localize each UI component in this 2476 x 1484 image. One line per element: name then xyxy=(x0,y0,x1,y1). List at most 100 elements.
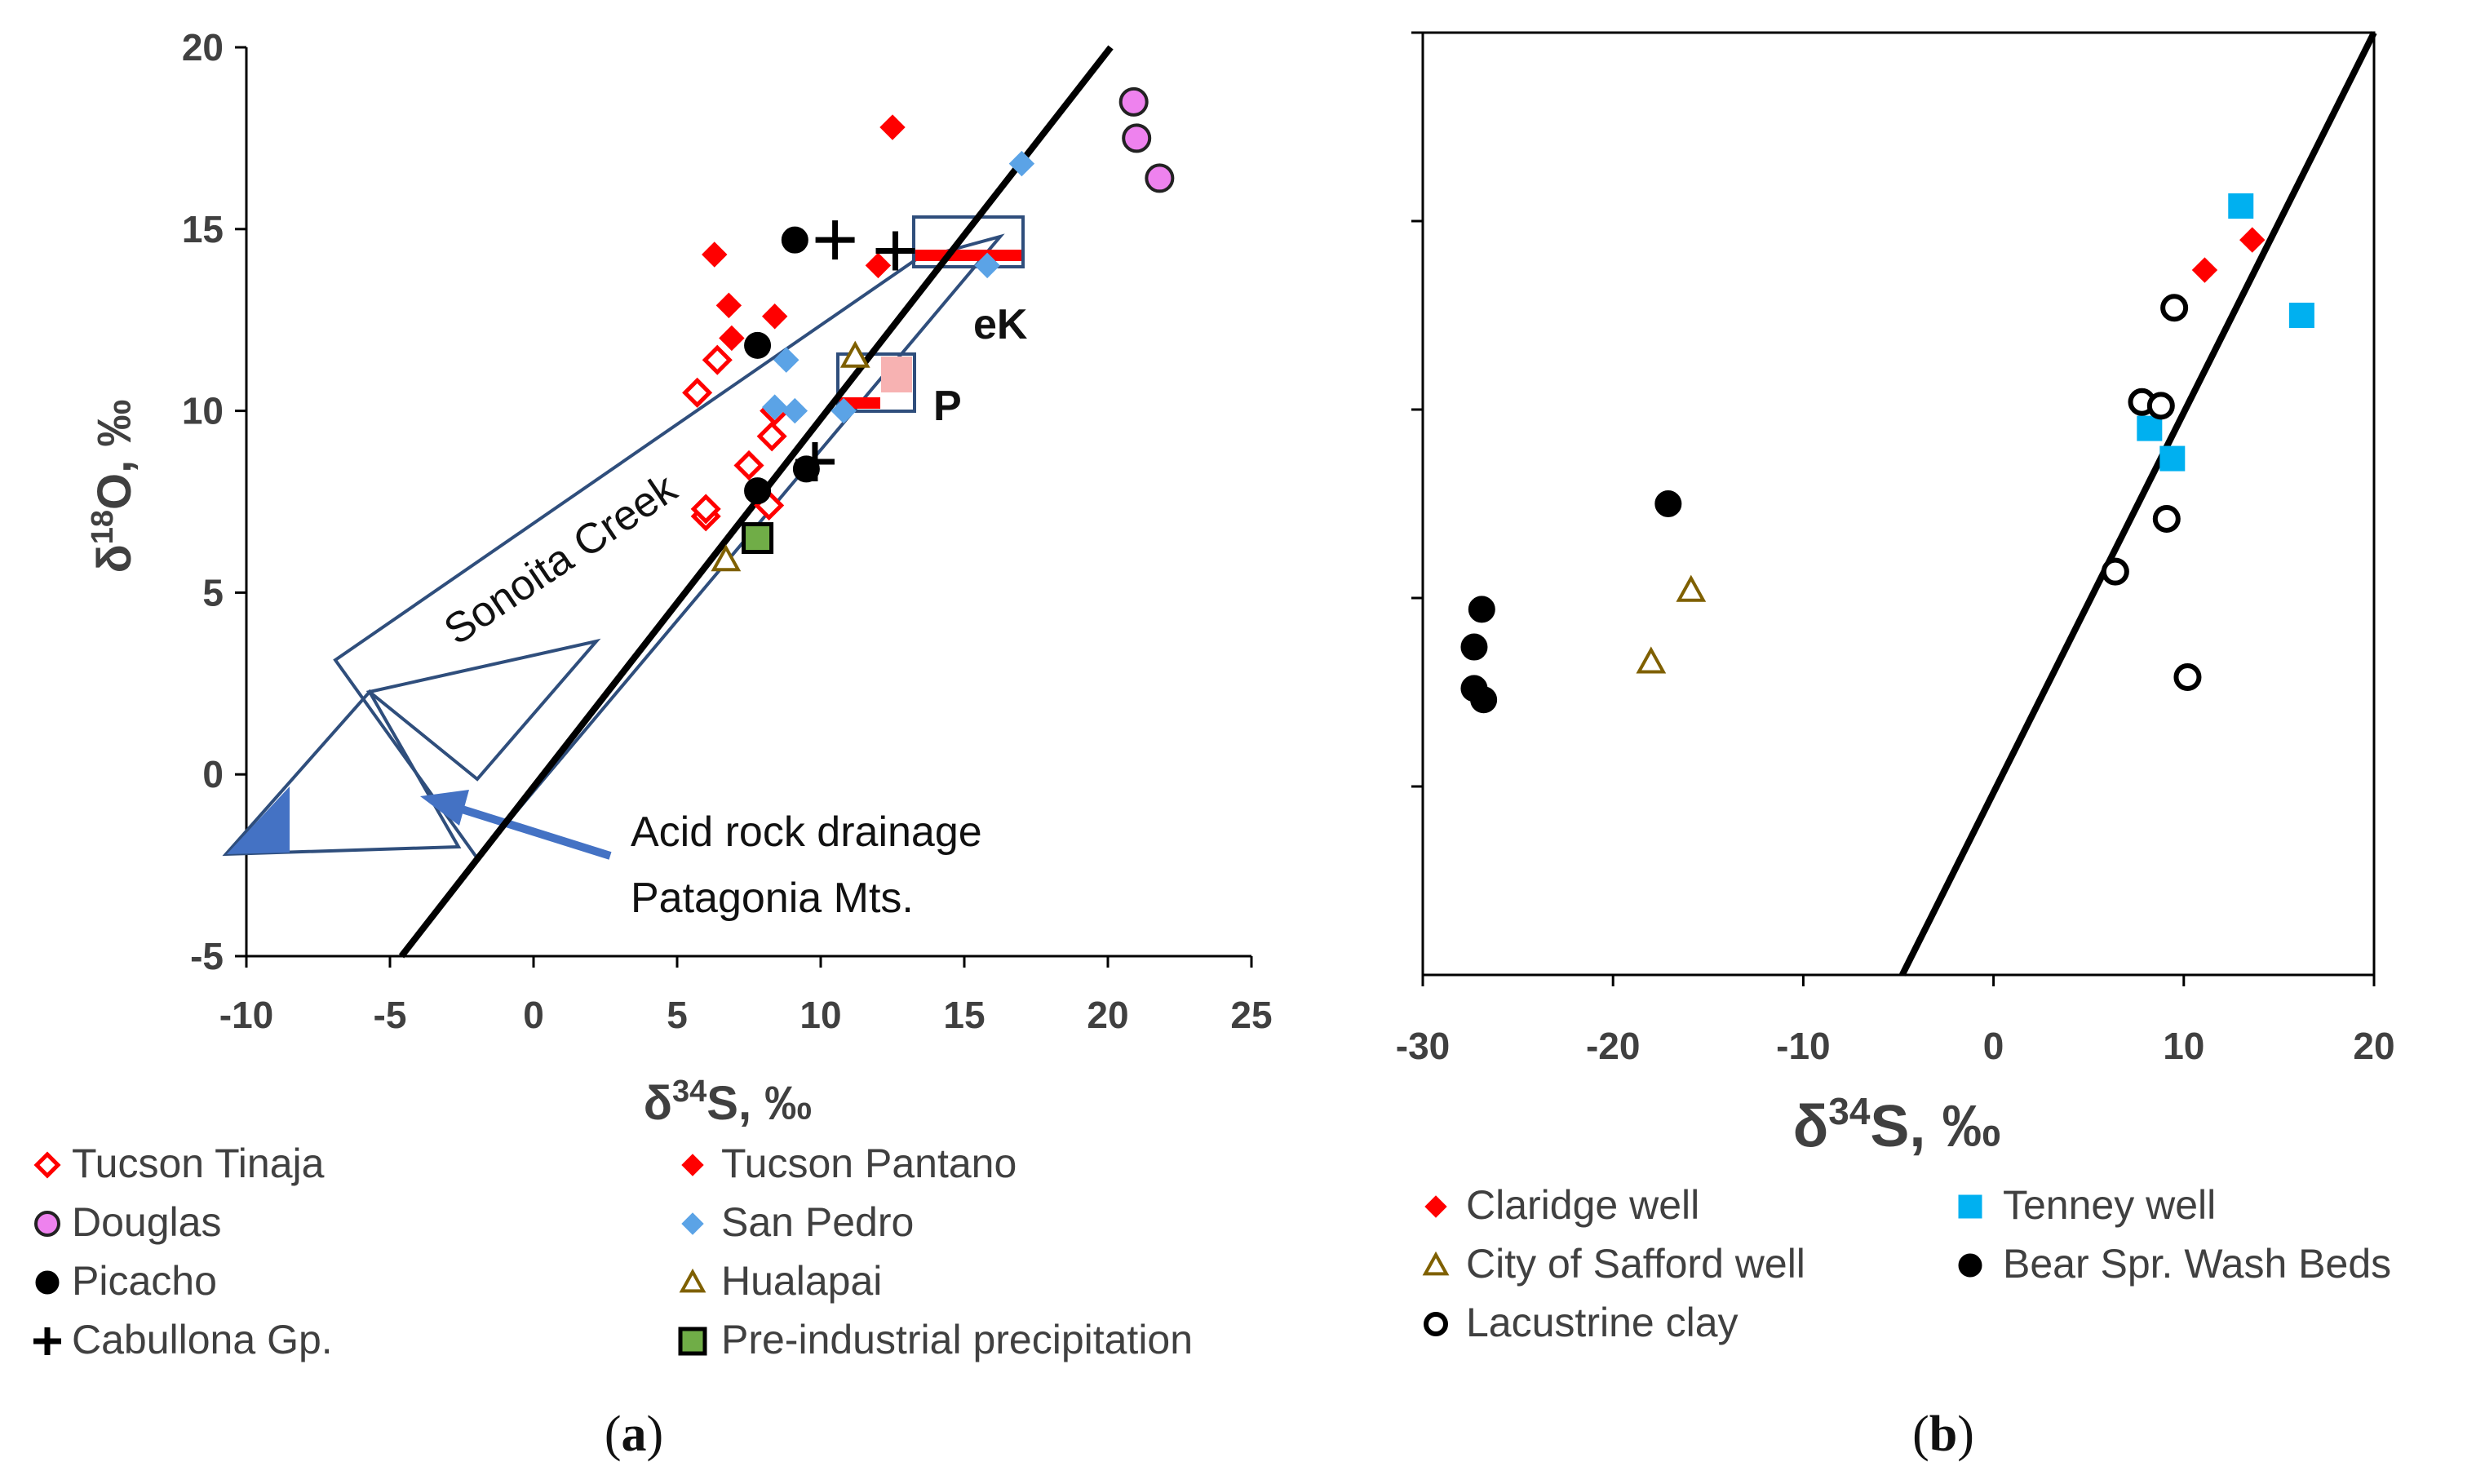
legend-label-tucson-pantano: Tucson Pantano xyxy=(721,1141,1017,1186)
marker-shape xyxy=(715,292,742,319)
marker-shape xyxy=(2101,557,2129,586)
marker-shape xyxy=(1422,1251,1450,1276)
p-box xyxy=(836,352,916,413)
acid-rock-drainage-label-line1: Acid rock drainage xyxy=(631,808,982,856)
x-tick-label-b: -30 xyxy=(1396,1025,1450,1067)
y-tick-label: 15 xyxy=(182,208,224,250)
x-tick-label: -10 xyxy=(219,994,273,1036)
x-tick-label-b: -20 xyxy=(1586,1025,1640,1067)
y-label-superscript: 18 xyxy=(86,510,120,544)
marker-shape xyxy=(2160,294,2189,322)
legend-label-cabullona-gp: Cabullona Gp. xyxy=(72,1317,333,1362)
panel-a-x-axis-label: δ34S, ‰ xyxy=(644,1074,812,1130)
point-tucson-tinaja xyxy=(756,421,787,452)
marker-shape xyxy=(711,544,742,572)
marker-shape xyxy=(1008,150,1035,177)
legend-marker-lacustrine-clay xyxy=(1424,1312,1448,1336)
panel-a-legend: Tucson Tinaja Tucson Pantano Douglas San Pe… xyxy=(33,1141,1193,1362)
point-tucson-pantano xyxy=(719,325,745,352)
x-tick-label: 20 xyxy=(1087,994,1128,1036)
acid-rock-drainage-field-outer xyxy=(222,689,462,857)
y-tick-label: 20 xyxy=(182,26,224,69)
y-tick-label: 0 xyxy=(202,753,224,795)
marker-shape xyxy=(702,241,728,268)
point-bear-spr-wash-beds xyxy=(1468,596,1495,623)
legend-label-city-of-safford-well: City of Safford well xyxy=(1466,1241,1805,1287)
marker-shape xyxy=(742,522,774,555)
panel-b-points xyxy=(1460,193,2314,714)
x-tick-label-b: 10 xyxy=(2163,1025,2204,1067)
marker-shape xyxy=(1958,1253,1982,1278)
marker-shape xyxy=(1118,86,1149,117)
caption-a-close: ) xyxy=(647,1406,664,1462)
marker-shape xyxy=(34,1211,60,1237)
marker-shape xyxy=(1470,686,1498,714)
marker-shape xyxy=(1676,574,1707,602)
point-tucson-tinaja xyxy=(690,494,721,525)
marker-shape xyxy=(682,377,713,408)
marker-shape xyxy=(35,1270,60,1295)
point-lacustrine-clay xyxy=(2152,504,2181,533)
marker-shape xyxy=(756,421,787,452)
marker-shape xyxy=(761,394,788,420)
x-label-rest: S, ‰ xyxy=(706,1077,812,1130)
marker-shape xyxy=(2173,663,2202,692)
caption-b-close: ) xyxy=(1957,1406,1974,1462)
acid-rock-drainage-filled-wedge xyxy=(227,786,290,854)
x-label-superscript: 34 xyxy=(672,1074,706,1109)
acid-rock-drainage-field-inner xyxy=(365,638,601,782)
point-tucson-pantano xyxy=(702,241,728,268)
point-tucson-pantano xyxy=(879,114,906,140)
acid-rock-drainage-arrow-head xyxy=(420,790,469,826)
point-san-pedro xyxy=(773,347,799,373)
panel-a-points xyxy=(682,86,1175,572)
ek-bar xyxy=(915,250,1021,261)
point-lacustrine-clay xyxy=(2101,557,2129,586)
x-tick-label-b: 0 xyxy=(1983,1025,2004,1067)
marker-shape xyxy=(782,397,808,424)
x-tick-label-b: -10 xyxy=(1776,1025,1830,1067)
legend-marker-pre-industrial-precipitation xyxy=(678,1327,707,1356)
marker-shape xyxy=(2239,227,2266,253)
point-bear-spr-wash-beds xyxy=(1460,633,1488,661)
legend-marker-picacho xyxy=(35,1270,60,1295)
y-label-delta: δ xyxy=(88,544,141,573)
legend-marker-cabullona-gp xyxy=(33,1327,61,1355)
marker-shape xyxy=(1145,163,1175,193)
legend-marker-city-of-safford-well xyxy=(1422,1251,1450,1276)
marker-shape xyxy=(1468,596,1495,623)
legend-label-san-pedro: San Pedro xyxy=(721,1199,914,1245)
marker-shape xyxy=(733,450,764,481)
caption-b-open: ( xyxy=(1912,1406,1929,1462)
marker-shape xyxy=(2228,193,2254,219)
marker-shape xyxy=(681,1212,704,1235)
p-label: P xyxy=(933,383,962,430)
marker-shape xyxy=(773,347,799,373)
x-tick-label: 15 xyxy=(943,994,985,1036)
x-tick-label: -5 xyxy=(374,994,407,1036)
point-bear-spr-wash-beds xyxy=(1470,686,1498,714)
x-label-delta: δ xyxy=(644,1077,672,1130)
x-tick-label: 25 xyxy=(1230,994,1272,1036)
marker-shape xyxy=(690,494,721,525)
legend-label-bear-spr-wash-beds: Bear Spr. Wash Beds xyxy=(2003,1241,2391,1287)
sonoita-creek-label: Sonoita Creek xyxy=(436,464,685,654)
point-douglas xyxy=(1118,86,1149,117)
x-tick-label: 10 xyxy=(799,994,841,1036)
point-tucson-pantano xyxy=(715,292,742,319)
point-san-pedro xyxy=(974,252,1000,279)
marker-shape xyxy=(681,1154,704,1176)
marker-shape xyxy=(719,325,745,352)
panel-b-legend: Claridge well Tenney well City of Safford … xyxy=(1422,1182,2391,1345)
marker-shape xyxy=(744,477,772,505)
marker-shape xyxy=(1958,1194,1982,1219)
point-cabullona-gp xyxy=(795,441,835,481)
legend-marker-douglas xyxy=(34,1211,60,1237)
point-cabullona-gp xyxy=(875,231,915,271)
point-picacho xyxy=(744,331,772,359)
panel-a-caption: (a) xyxy=(605,1406,663,1462)
y-tick-label: 5 xyxy=(202,571,224,614)
marker-shape xyxy=(2152,504,2181,533)
point-tucson-pantano xyxy=(761,303,788,330)
